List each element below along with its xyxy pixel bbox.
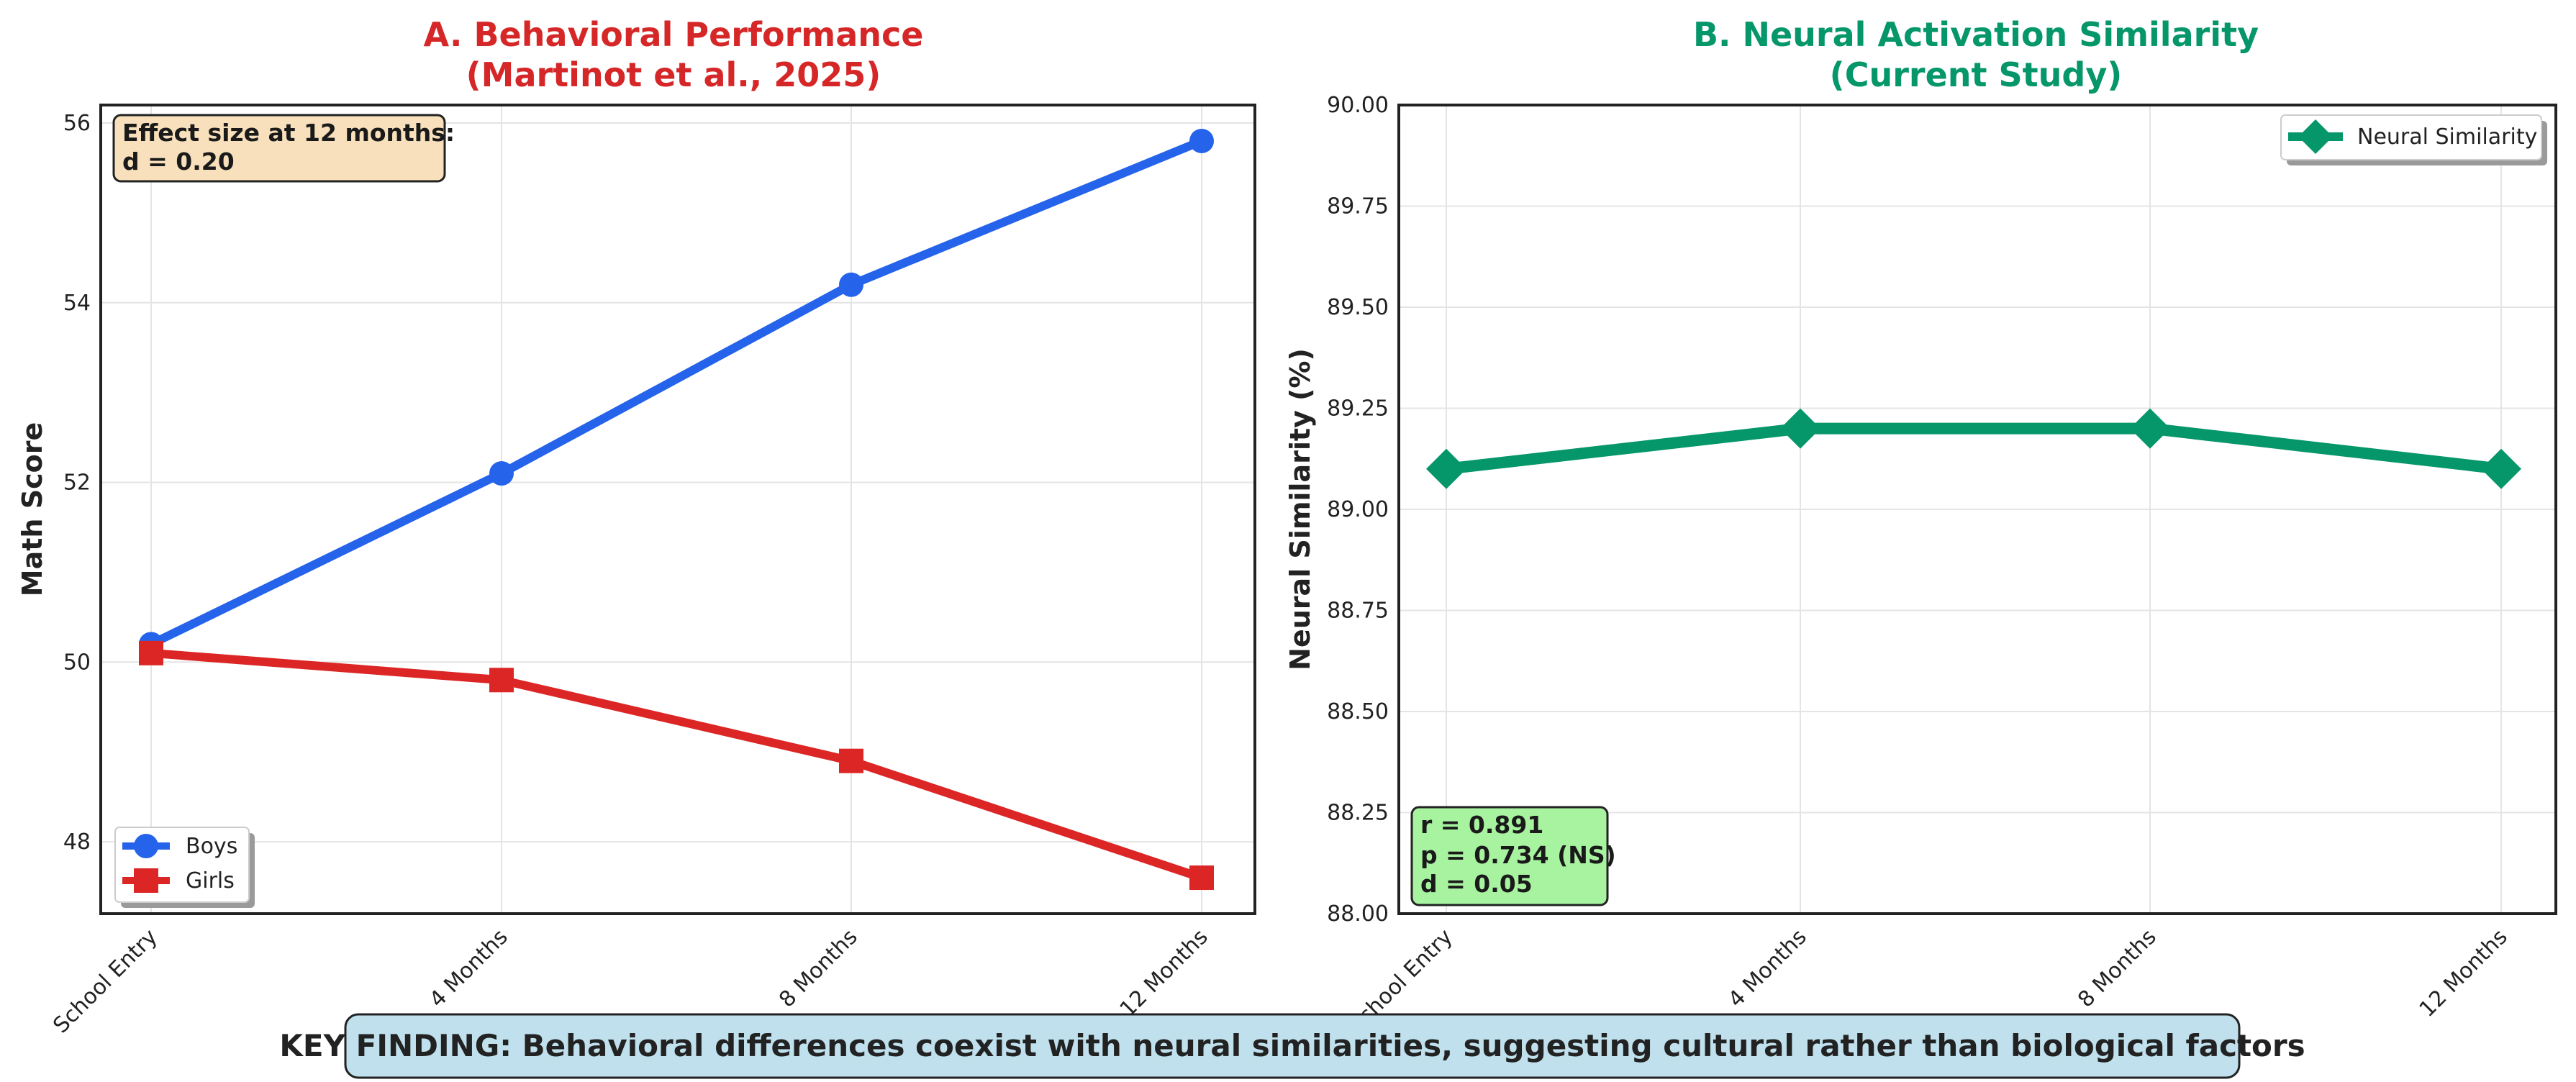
panel-a-x-tick-label: School Entry [48, 924, 162, 1038]
legend-girls-swatch-marker [134, 868, 158, 893]
panel-a-y-tick-label: 48 [63, 829, 91, 855]
panel-b-y-tick-label: 89.25 [1327, 396, 1389, 422]
panel-a-point-boys-2 [839, 272, 863, 297]
legend-boys-swatch-marker [134, 834, 158, 858]
panel-b-y-tick-label: 90.00 [1327, 93, 1389, 118]
panel-b: B. Neural Activation Similarity (Current… [1284, 15, 2557, 1038]
legend-neural-swatch-marker [2298, 119, 2333, 154]
panel-b-point-neural-similarity-3 [2481, 448, 2521, 489]
panel-b-y-ticks: 88.00 88.25 88.50 88.75 89.00 89.25 89.50 89.75… [1327, 93, 1389, 927]
panel-a-series-line-boys [147, 136, 1206, 649]
panel-a-legend: Boys Girls [114, 827, 255, 908]
panel-b-y-tick-label: 89.50 [1327, 295, 1389, 320]
panel-b-point-neural-similarity-0 [1426, 448, 1466, 489]
panel-b-title-line2: (Current Study) [1830, 55, 2123, 94]
panel-b-grid [1399, 104, 2556, 914]
panel-b-y-tick-label: 88.50 [1327, 699, 1389, 724]
panel-a-title-line1: A. Behavioral Performance [424, 15, 924, 54]
panel-a-y-tick-label: 52 [63, 470, 91, 496]
panel-b-series [1426, 408, 2521, 489]
panel-a-effect-size-box: Effect size at 12 months: d = 0.20 [112, 114, 455, 183]
panel-a: A. Behavioral Performance (Martinot et a… [17, 15, 1256, 1038]
panel-b-y-tick-label: 88.75 [1327, 599, 1389, 624]
panel-a-x-tick-label: 8 Months [774, 924, 863, 1013]
panel-a-series [139, 128, 1214, 891]
panel-b-point-neural-similarity-1 [1780, 408, 1820, 449]
panel-a-y-tick-label: 54 [63, 291, 91, 316]
panel-b-x-tick-label: 4 Months [1723, 924, 1812, 1013]
panel-b-stats-box: r = 0.891 p = 0.734 (NS) d = 0.05 [1410, 806, 1616, 906]
panel-b-y-tick-label: 88.00 [1327, 901, 1389, 927]
panel-a-annotation-line2: d = 0.20 [122, 147, 235, 176]
panel-a-point-girls-2 [839, 748, 863, 773]
legend-girls-label: Girls [186, 868, 235, 894]
panel-a-point-girls-3 [1189, 865, 1214, 891]
panel-a-grid [101, 105, 1255, 914]
panel-a-title-line2: (Martinot et al., 2025) [466, 55, 881, 94]
panel-b-annotation-r: r = 0.891 [1420, 811, 1543, 839]
panel-b-legend: Neural Similarity [2280, 114, 2547, 165]
panel-b-y-tick-label: 89.75 [1327, 194, 1389, 219]
key-finding-banner: KEY FINDING: Behavioral differences coex… [279, 1013, 2305, 1079]
panel-b-series-line-neural-similarity [1441, 422, 2507, 475]
panel-b-y-axis-label: Neural Similarity (%) [1284, 348, 1316, 670]
panel-a-y-tick-label: 50 [63, 650, 91, 675]
panel-a-x-tick-label: 4 Months [425, 924, 513, 1013]
panel-a-point-boys-1 [489, 461, 514, 486]
panel-a-y-axis-label: Math Score [17, 422, 48, 596]
legend-boys-label: Boys [186, 834, 237, 859]
panel-a-series-line-girls [147, 648, 1206, 883]
panel-a-y-ticks: 48 50 52 54 56 [63, 111, 91, 855]
legend-neural-label: Neural Similarity [2357, 124, 2537, 150]
panel-b-annotation-p: p = 0.734 (NS) [1420, 841, 1616, 869]
panel-b-title-line1: B. Neural Activation Similarity [1693, 15, 2259, 54]
panel-a-point-boys-3 [1189, 128, 1214, 153]
panel-a-point-girls-0 [139, 640, 163, 665]
panel-a-point-girls-1 [489, 668, 514, 693]
panel-b-x-tick-label: 12 Months [2415, 924, 2513, 1022]
panel-b-y-tick-label: 88.25 [1327, 801, 1389, 826]
panel-a-y-tick-label: 56 [63, 111, 91, 136]
panel-a-x-tick-label: 12 Months [1115, 924, 1213, 1022]
panel-b-point-neural-similarity-2 [2130, 408, 2170, 449]
panel-b-frame [1397, 104, 2557, 915]
panel-a-frame [99, 104, 1256, 915]
panel-a-annotation-line1: Effect size at 12 months: [122, 119, 455, 147]
panel-b-x-tick-label: 8 Months [2073, 924, 2162, 1013]
panel-b-y-tick-label: 89.00 [1327, 497, 1389, 522]
key-finding-text: KEY FINDING: Behavioral differences coex… [279, 1028, 2305, 1063]
panel-b-annotation-d: d = 0.05 [1420, 870, 1533, 898]
